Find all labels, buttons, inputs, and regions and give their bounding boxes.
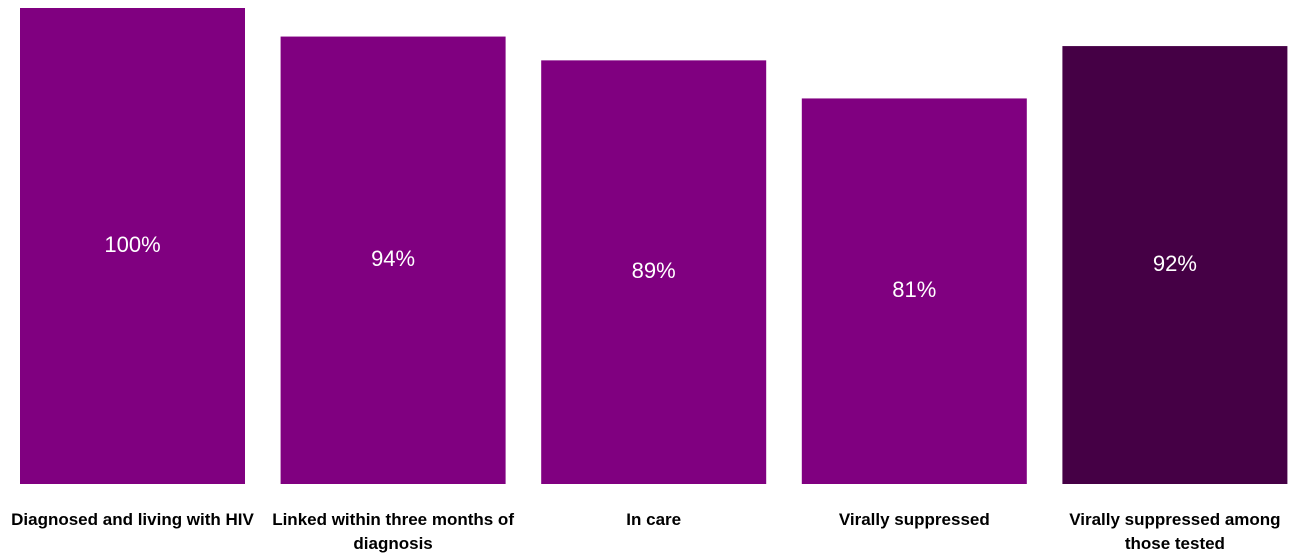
value-label: 89% bbox=[632, 258, 676, 283]
bar bbox=[801, 98, 1027, 484]
value-label: 100% bbox=[104, 232, 160, 257]
bar bbox=[20, 8, 245, 484]
bar bbox=[1062, 46, 1288, 485]
value-label: 94% bbox=[371, 246, 415, 271]
value-label: 92% bbox=[1153, 251, 1197, 276]
x-tick-label: Virally suppressed among those tested bbox=[1069, 510, 1281, 553]
x-tick-label: Linked within three months of diagnosis bbox=[272, 510, 514, 553]
bar bbox=[280, 36, 506, 485]
x-tick-label: In care bbox=[626, 510, 682, 529]
x-tick-label: Diagnosed and living with HIV bbox=[11, 510, 254, 529]
bar bbox=[541, 60, 767, 485]
x-tick-label: Virally suppressed bbox=[838, 510, 990, 529]
value-label: 81% bbox=[892, 277, 936, 302]
